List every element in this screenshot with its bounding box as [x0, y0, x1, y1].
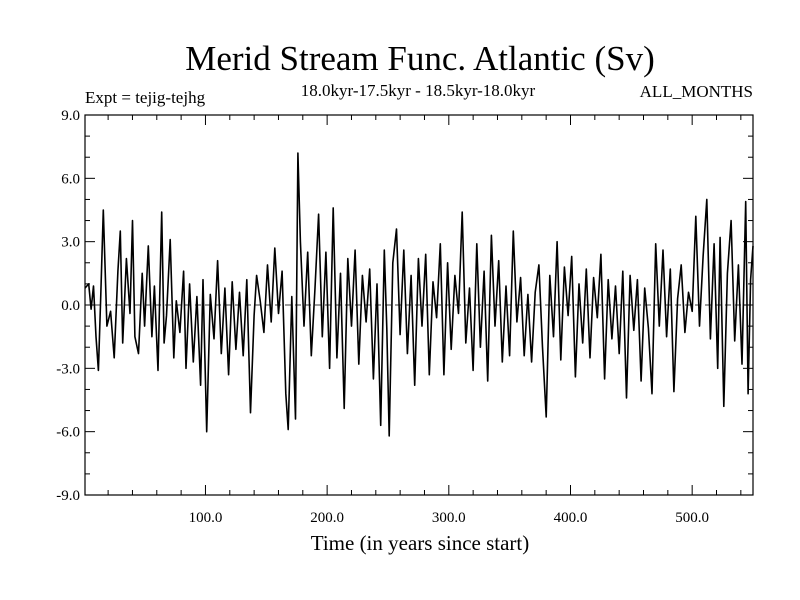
x-tick-label: 500.0: [675, 510, 709, 526]
chart-title: Merid Stream Func. Atlantic (Sv): [185, 39, 655, 78]
y-tick-label: -9.0: [56, 488, 80, 504]
chart-subtitle: 18.0kyr-17.5kyr - 18.5kyr-18.0kyr: [301, 81, 536, 100]
series-line: [84, 152, 754, 437]
axis-tick-labels: 9.0 6.0 3.0 0.0 -3.0 -6.0 -9.0 100.0 200.0 300.0 4…: [56, 108, 709, 526]
experiment-label: Expt = tejig-tejhg: [85, 88, 206, 107]
y-tick-label: -6.0: [56, 425, 80, 441]
y-tick-label: 9.0: [61, 108, 80, 124]
months-label: ALL_MONTHS: [640, 82, 753, 101]
x-tick-label: 200.0: [310, 510, 344, 526]
x-tick-label: 300.0: [432, 510, 466, 526]
x-tick-label: 400.0: [554, 510, 588, 526]
x-axis-label: Time (in years since start): [311, 531, 530, 555]
y-tick-label: 3.0: [61, 235, 80, 251]
y-tick-label: 0.0: [61, 298, 80, 314]
y-tick-label: -3.0: [56, 361, 80, 377]
y-tick-label: 6.0: [61, 171, 80, 187]
x-tick-label: 100.0: [189, 510, 223, 526]
